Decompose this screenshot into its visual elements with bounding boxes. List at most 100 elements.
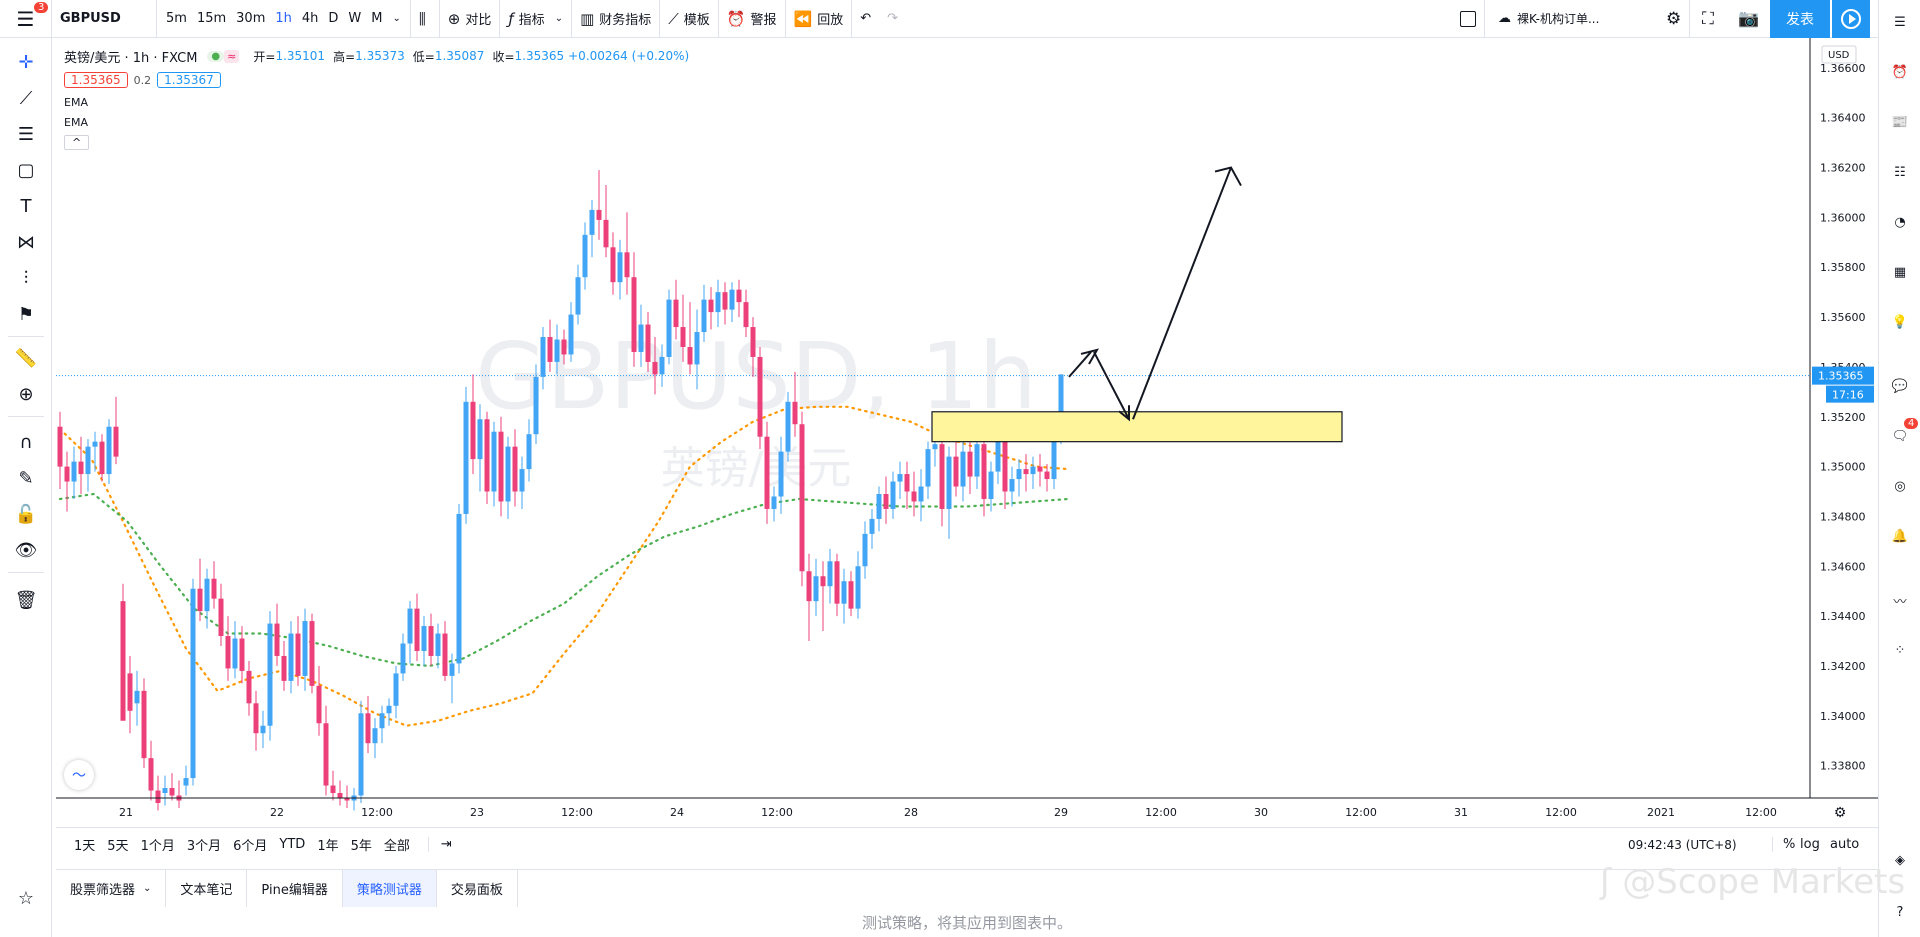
last-price-tag bbox=[1812, 366, 1874, 385]
range-6m[interactable]: 6个月 bbox=[233, 839, 268, 854]
chat-icon[interactable]: 💬 bbox=[1891, 378, 1909, 394]
calendar-icon[interactable]: ▦ bbox=[1893, 264, 1907, 280]
ask-box[interactable]: 1.35367 bbox=[157, 72, 221, 88]
axis-settings-gear-icon[interactable]: ⚙ bbox=[1834, 805, 1847, 821]
trend-icon[interactable]: 〰 bbox=[1893, 594, 1907, 610]
trend-line-icon[interactable]: ⟋ bbox=[19, 87, 33, 109]
goto-date-icon[interactable]: ⇥ bbox=[427, 837, 458, 852]
lightbulb-icon[interactable]: 💡 bbox=[1891, 314, 1909, 330]
symbol-search[interactable]: GBPUSD bbox=[52, 0, 157, 38]
collapse-legend-button[interactable]: ^ bbox=[64, 134, 90, 150]
clock-time[interactable]: 09:42:43 (UTC+8) bbox=[1628, 837, 1737, 852]
flag-icon[interactable]: ⚑ bbox=[17, 303, 35, 325]
projection-arrow-2[interactable] bbox=[1093, 351, 1130, 420]
messages-icon[interactable]: 🗨 4 bbox=[1886, 418, 1919, 450]
chevron-down-icon[interactable]: ⌄ bbox=[392, 13, 401, 24]
log-toggle[interactable]: log bbox=[1800, 837, 1820, 852]
ruler-icon[interactable]: 📏 bbox=[14, 347, 38, 369]
lock-drawing-icon[interactable]: ✎ bbox=[18, 467, 34, 489]
help-icon[interactable]: ? bbox=[1896, 904, 1904, 920]
fib-icon[interactable]: ☰ bbox=[17, 123, 35, 145]
tv-logo[interactable]: 〜 bbox=[64, 760, 94, 790]
currency-label[interactable]: USD bbox=[1828, 50, 1850, 61]
tf-30m[interactable]: 30m bbox=[236, 11, 266, 26]
redo-button[interactable]: ↷ bbox=[879, 0, 906, 38]
tf-w[interactable]: W bbox=[348, 11, 362, 26]
auto-toggle[interactable]: auto bbox=[1830, 837, 1860, 852]
main-menu-button[interactable]: ☰ 3 bbox=[0, 0, 52, 38]
crosshair-icon[interactable]: ✛ bbox=[18, 51, 34, 73]
unlock-icon[interactable]: 🔓 bbox=[14, 503, 38, 525]
chart-type-button[interactable]: ⫼ bbox=[411, 0, 440, 38]
fullscreen-layout-button[interactable] bbox=[1452, 0, 1485, 38]
bid-box[interactable]: 1.35365 bbox=[64, 72, 128, 88]
tf-d[interactable]: D bbox=[328, 11, 339, 26]
bell-icon[interactable]: 🔔 bbox=[1891, 528, 1909, 544]
news-icon[interactable]: 📰 bbox=[1891, 114, 1909, 130]
range-1d[interactable]: 1天 bbox=[74, 839, 96, 854]
play-button[interactable] bbox=[1832, 0, 1870, 38]
alarm-clock-icon[interactable]: ⏰ bbox=[1891, 64, 1909, 80]
financials-button[interactable]: ▥ 财务指标 bbox=[572, 0, 661, 38]
candle-body bbox=[561, 339, 567, 355]
zoom-in-icon[interactable]: ⊕ bbox=[18, 383, 34, 405]
layers-icon[interactable]: ◈ bbox=[1895, 852, 1905, 868]
range-all[interactable]: 全部 bbox=[383, 839, 410, 854]
trash-icon[interactable]: 🗑 bbox=[14, 589, 38, 611]
publish-button[interactable]: 发表 bbox=[1770, 0, 1830, 38]
tf-4h[interactable]: 4h bbox=[301, 11, 319, 26]
tf-m[interactable]: M bbox=[371, 11, 383, 26]
list-icon[interactable]: ☷ bbox=[1894, 164, 1906, 180]
market-status-icon[interactable]: ● bbox=[207, 50, 225, 62]
candle-body bbox=[197, 588, 203, 612]
range-1y[interactable]: 1年 bbox=[317, 839, 339, 854]
text-icon[interactable]: T bbox=[20, 195, 32, 217]
fullscreen-button[interactable]: ⛶ bbox=[1694, 0, 1722, 38]
indicators-button[interactable]: ƒ 指标 ⌄ bbox=[500, 0, 573, 38]
percent-toggle[interactable]: % bbox=[1772, 837, 1795, 852]
templates-button[interactable]: ⟋ 模板 bbox=[660, 0, 719, 38]
tf-1h[interactable]: 1h bbox=[275, 11, 292, 26]
support-zone-rect[interactable] bbox=[931, 411, 1343, 443]
tab-text-notes[interactable]: 文本笔记 bbox=[166, 870, 248, 907]
layout-selector[interactable]: ☁ 裸K-机构订单... ⌄ bbox=[1490, 0, 1690, 38]
star-icon[interactable]: ☆ bbox=[17, 887, 35, 909]
magnet-icon[interactable]: ∩ bbox=[19, 431, 33, 453]
tab-pine-editor[interactable]: Pine编辑器 bbox=[247, 870, 343, 907]
tab-trading-panel[interactable]: 交易面板 bbox=[437, 870, 518, 907]
rectangle-icon[interactable]: ▢ bbox=[17, 159, 35, 181]
eye-icon[interactable]: 👁 bbox=[14, 539, 38, 561]
tf-5m[interactable]: 5m bbox=[166, 11, 187, 26]
pie-icon[interactable]: ◔ bbox=[1894, 214, 1906, 230]
undo-button[interactable]: ↶ bbox=[852, 0, 879, 38]
forecast-icon[interactable]: ⫶ bbox=[23, 267, 29, 289]
range-5d[interactable]: 5天 bbox=[107, 839, 129, 854]
snapshot-button[interactable]: 📷 bbox=[1730, 0, 1767, 38]
ema-legend-1[interactable]: EMA bbox=[64, 95, 88, 109]
candle-body bbox=[393, 673, 399, 706]
price-chart[interactable]: GBPUSD, 1h 英镑/美元 1.366001.364001.362001.… bbox=[56, 38, 1878, 827]
ideas-stream-icon[interactable]: ◎ bbox=[1894, 478, 1906, 494]
settings-button[interactable]: ⚙ bbox=[1658, 0, 1689, 38]
range-ytd[interactable]: YTD bbox=[279, 837, 306, 852]
legend-title[interactable]: 英镑/美元 · 1h · FXCM bbox=[64, 50, 198, 66]
ema-legend-2[interactable]: EMA bbox=[64, 115, 88, 129]
x-tick-label: 30 bbox=[1254, 806, 1268, 819]
projection-arrow-1[interactable] bbox=[1068, 351, 1092, 378]
range-3m[interactable]: 3个月 bbox=[186, 839, 222, 854]
range-1m[interactable]: 1个月 bbox=[140, 839, 175, 854]
tf-15m[interactable]: 15m bbox=[196, 11, 227, 26]
pattern-icon[interactable]: ⋈ bbox=[17, 231, 35, 253]
compare-button[interactable]: ⊕ 对比 bbox=[440, 0, 501, 38]
tab-strategy-tester[interactable]: 策略测试器 bbox=[342, 870, 437, 907]
candle-body bbox=[141, 690, 147, 759]
y-axis-bg[interactable] bbox=[1811, 38, 1877, 798]
watchlist-icon[interactable]: ☰ bbox=[1894, 14, 1906, 30]
dots-icon[interactable]: ⁘ bbox=[1894, 642, 1906, 658]
tab-stock-screener[interactable]: 股票筛选器 ⌄ bbox=[56, 870, 167, 907]
projection-arrow-3[interactable] bbox=[1132, 167, 1232, 420]
alert-button[interactable]: ⏰ 警报 bbox=[719, 0, 786, 38]
replay-button[interactable]: ⏪ 回放 bbox=[786, 0, 853, 38]
candle-body bbox=[155, 790, 161, 803]
range-5y[interactable]: 5年 bbox=[350, 839, 372, 854]
